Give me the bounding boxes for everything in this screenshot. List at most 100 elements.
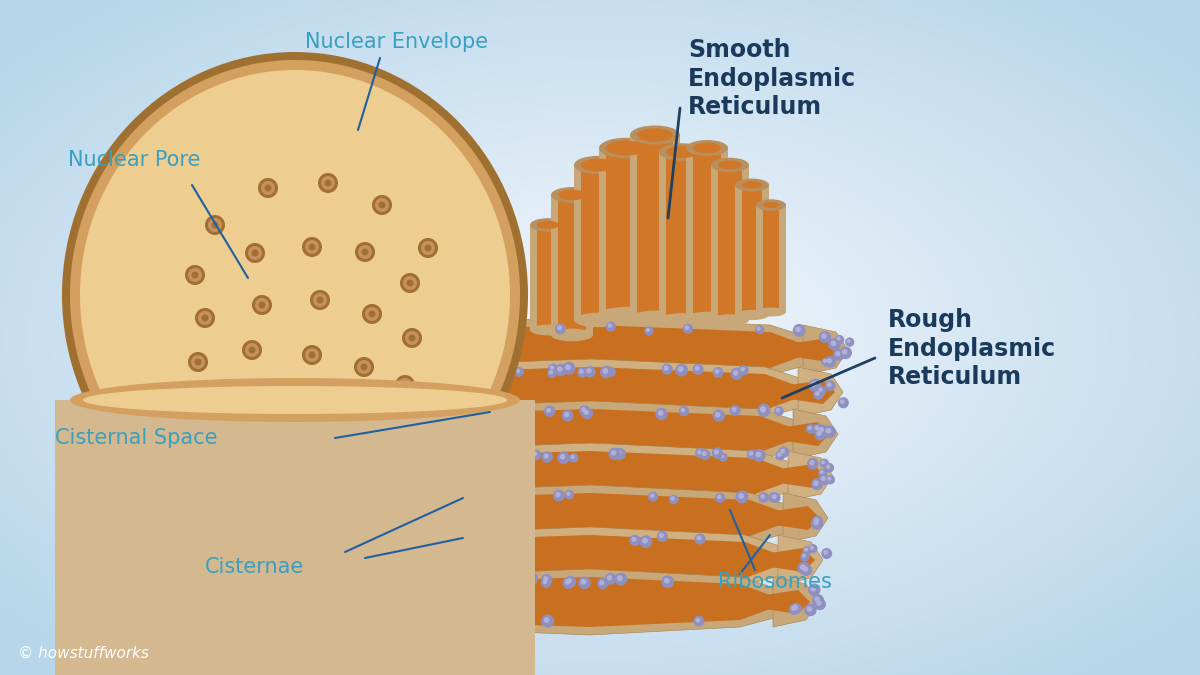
Ellipse shape (408, 335, 415, 342)
Ellipse shape (664, 366, 668, 371)
Ellipse shape (454, 575, 460, 580)
Ellipse shape (242, 340, 262, 360)
Ellipse shape (826, 428, 832, 434)
Ellipse shape (497, 580, 502, 585)
Ellipse shape (442, 574, 448, 580)
Ellipse shape (188, 268, 202, 282)
Polygon shape (530, 225, 566, 330)
Ellipse shape (358, 245, 372, 259)
Ellipse shape (541, 451, 553, 463)
Ellipse shape (763, 202, 779, 208)
Ellipse shape (211, 402, 218, 408)
Ellipse shape (835, 335, 845, 344)
Ellipse shape (496, 407, 500, 412)
Ellipse shape (425, 244, 432, 252)
Ellipse shape (757, 327, 761, 331)
Ellipse shape (421, 365, 426, 370)
Ellipse shape (720, 454, 725, 458)
Ellipse shape (318, 401, 332, 415)
Polygon shape (718, 169, 742, 324)
Polygon shape (796, 338, 840, 362)
Ellipse shape (550, 365, 554, 370)
Polygon shape (780, 464, 826, 488)
Ellipse shape (564, 412, 569, 417)
Ellipse shape (696, 618, 701, 622)
Ellipse shape (823, 359, 827, 363)
Ellipse shape (760, 406, 766, 412)
Ellipse shape (530, 450, 541, 460)
Ellipse shape (756, 199, 786, 211)
Ellipse shape (608, 448, 620, 460)
Ellipse shape (816, 601, 822, 606)
Ellipse shape (252, 250, 258, 256)
Ellipse shape (202, 315, 209, 321)
Ellipse shape (644, 326, 654, 335)
Ellipse shape (551, 187, 593, 203)
Ellipse shape (280, 438, 300, 458)
Ellipse shape (559, 454, 565, 460)
Ellipse shape (530, 325, 566, 335)
Polygon shape (419, 569, 778, 635)
Ellipse shape (797, 562, 810, 574)
Ellipse shape (761, 408, 766, 412)
Ellipse shape (788, 603, 800, 615)
Ellipse shape (516, 369, 521, 373)
Ellipse shape (611, 450, 616, 456)
Ellipse shape (256, 298, 269, 312)
Ellipse shape (472, 538, 478, 543)
Text: Nuclear Pore: Nuclear Pore (68, 150, 200, 170)
Polygon shape (630, 135, 680, 318)
Ellipse shape (522, 408, 527, 414)
Ellipse shape (503, 574, 516, 587)
Ellipse shape (258, 302, 265, 308)
Ellipse shape (655, 408, 667, 421)
Polygon shape (538, 229, 559, 334)
Ellipse shape (821, 460, 826, 464)
Ellipse shape (755, 325, 764, 334)
Ellipse shape (542, 580, 547, 585)
Ellipse shape (262, 393, 275, 407)
Polygon shape (756, 205, 786, 312)
Ellipse shape (530, 454, 534, 458)
Ellipse shape (692, 364, 703, 375)
Ellipse shape (758, 406, 770, 417)
Ellipse shape (365, 307, 379, 321)
Ellipse shape (310, 290, 330, 310)
Ellipse shape (245, 343, 259, 357)
Ellipse shape (305, 348, 319, 362)
Polygon shape (710, 165, 749, 320)
Polygon shape (398, 359, 803, 425)
Ellipse shape (557, 452, 570, 464)
Text: Rough
Endoplasmic
Reticulum: Rough Endoplasmic Reticulum (888, 308, 1056, 389)
Ellipse shape (407, 279, 414, 286)
Ellipse shape (818, 387, 823, 392)
Ellipse shape (526, 572, 539, 585)
Ellipse shape (565, 490, 575, 500)
Ellipse shape (234, 441, 241, 448)
Ellipse shape (584, 410, 589, 415)
Ellipse shape (523, 494, 533, 504)
Ellipse shape (642, 538, 648, 543)
Ellipse shape (749, 451, 754, 456)
Ellipse shape (805, 424, 816, 434)
Ellipse shape (694, 616, 704, 626)
Ellipse shape (252, 295, 272, 315)
Ellipse shape (557, 367, 563, 372)
Ellipse shape (605, 573, 617, 585)
Ellipse shape (194, 308, 215, 328)
Ellipse shape (772, 494, 776, 499)
Polygon shape (659, 152, 706, 320)
Ellipse shape (569, 453, 578, 462)
Ellipse shape (742, 181, 762, 189)
Ellipse shape (714, 369, 720, 374)
Ellipse shape (194, 358, 202, 365)
Ellipse shape (821, 358, 830, 367)
Ellipse shape (437, 365, 443, 371)
Ellipse shape (800, 564, 812, 576)
Ellipse shape (508, 577, 512, 582)
Ellipse shape (838, 397, 848, 408)
Ellipse shape (354, 357, 374, 377)
Ellipse shape (823, 550, 828, 555)
Ellipse shape (731, 368, 743, 380)
Ellipse shape (419, 363, 431, 374)
